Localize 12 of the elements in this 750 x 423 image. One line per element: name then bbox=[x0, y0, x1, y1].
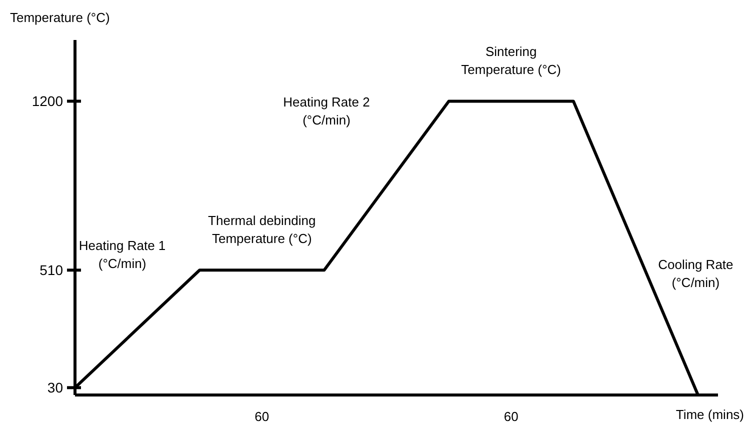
annotation: Thermal debinding Temperature (°C) bbox=[208, 213, 316, 246]
annotation: Heating Rate 1 (°C/min) bbox=[78, 238, 166, 271]
y-axis-title: Temperature (°C) bbox=[10, 10, 110, 25]
annotation: Heating Rate 2 (°C/min) bbox=[283, 94, 370, 128]
text: 60 bbox=[254, 409, 270, 423]
x-axis-title: Time (mins) bbox=[676, 407, 744, 422]
annotation: Cooling Rate (°C/min) bbox=[658, 257, 734, 290]
y-tick-label: 30 bbox=[47, 380, 64, 396]
y-tick-label: 510 bbox=[40, 262, 64, 278]
y-tick-label: 1200 bbox=[32, 93, 64, 110]
annotation: Sintering Temperature (°C) bbox=[461, 44, 562, 78]
text: 60 bbox=[504, 409, 518, 423]
